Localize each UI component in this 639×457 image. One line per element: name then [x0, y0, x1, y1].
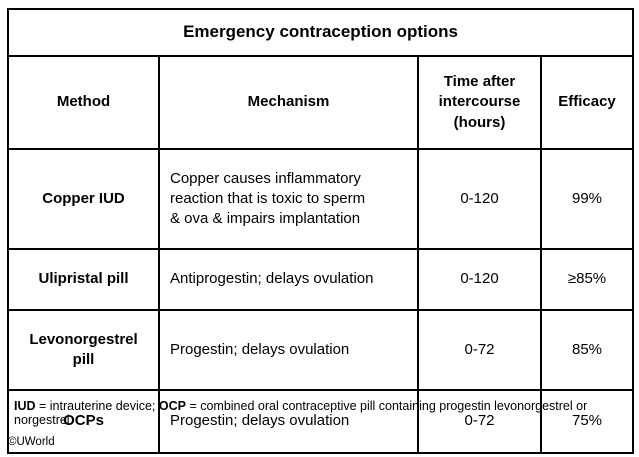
contraception-table: Emergency contraception options Method M…: [6, 8, 635, 454]
table-title-row: Emergency contraception options: [6, 8, 635, 57]
time-cell: 0-120: [417, 248, 542, 311]
column-header-time: Time after intercourse (hours): [417, 55, 542, 150]
table-header-row: Method Mechanism Time after intercourse …: [7, 55, 635, 150]
time-cell: 0-120: [417, 148, 542, 250]
column-header-mechanism: Mechanism: [158, 55, 419, 150]
time-cell: 0-72: [417, 389, 542, 454]
method-cell: Levonorgestrel pill: [7, 309, 160, 391]
table-row-ulipristal: Ulipristal pill Antiprogestin; delays ov…: [7, 248, 635, 311]
method-cell: OCPs: [7, 389, 160, 454]
efficacy-cell: 99%: [539, 148, 635, 250]
method-cell: Ulipristal pill: [7, 248, 160, 311]
mechanism-cell: Progestin; delays ovulation: [158, 309, 419, 391]
efficacy-cell: 85%: [539, 309, 635, 391]
column-header-efficacy: Efficacy: [539, 55, 635, 150]
time-cell: 0-72: [417, 309, 542, 391]
footnote-text-2: = combined oral contraceptive pill conta…: [14, 399, 588, 427]
mechanism-cell: Copper causes inflammatory reaction that…: [158, 148, 419, 250]
efficacy-cell: 75%: [539, 389, 635, 454]
table-row-ocps: OCPs Progestin; delays ovulation 0-72 75…: [7, 389, 635, 454]
footnote: IUD = intrauterine device; OCP = combine…: [14, 399, 626, 427]
table-row-levonorgestrel: Levonorgestrel pill Progestin; delays ov…: [7, 309, 635, 391]
table-title: Emergency contraception options: [6, 8, 635, 57]
method-cell: Copper IUD: [7, 148, 160, 250]
mechanism-cell: Progestin; delays ovulation: [158, 389, 419, 454]
footnote-abbr-ocp: OCP: [158, 399, 186, 413]
copyright-uworld: ©UWorld: [8, 436, 55, 448]
column-header-method: Method: [7, 55, 160, 150]
efficacy-cell: ≥85%: [539, 248, 635, 311]
footnote-text-1: = intrauterine device;: [35, 399, 159, 413]
mechanism-cell: Antiprogestin; delays ovulation: [158, 248, 419, 311]
table-row-copper-iud: Copper IUD Copper causes inflammatory re…: [7, 148, 635, 250]
footnote-abbr-iud: IUD: [14, 399, 36, 413]
